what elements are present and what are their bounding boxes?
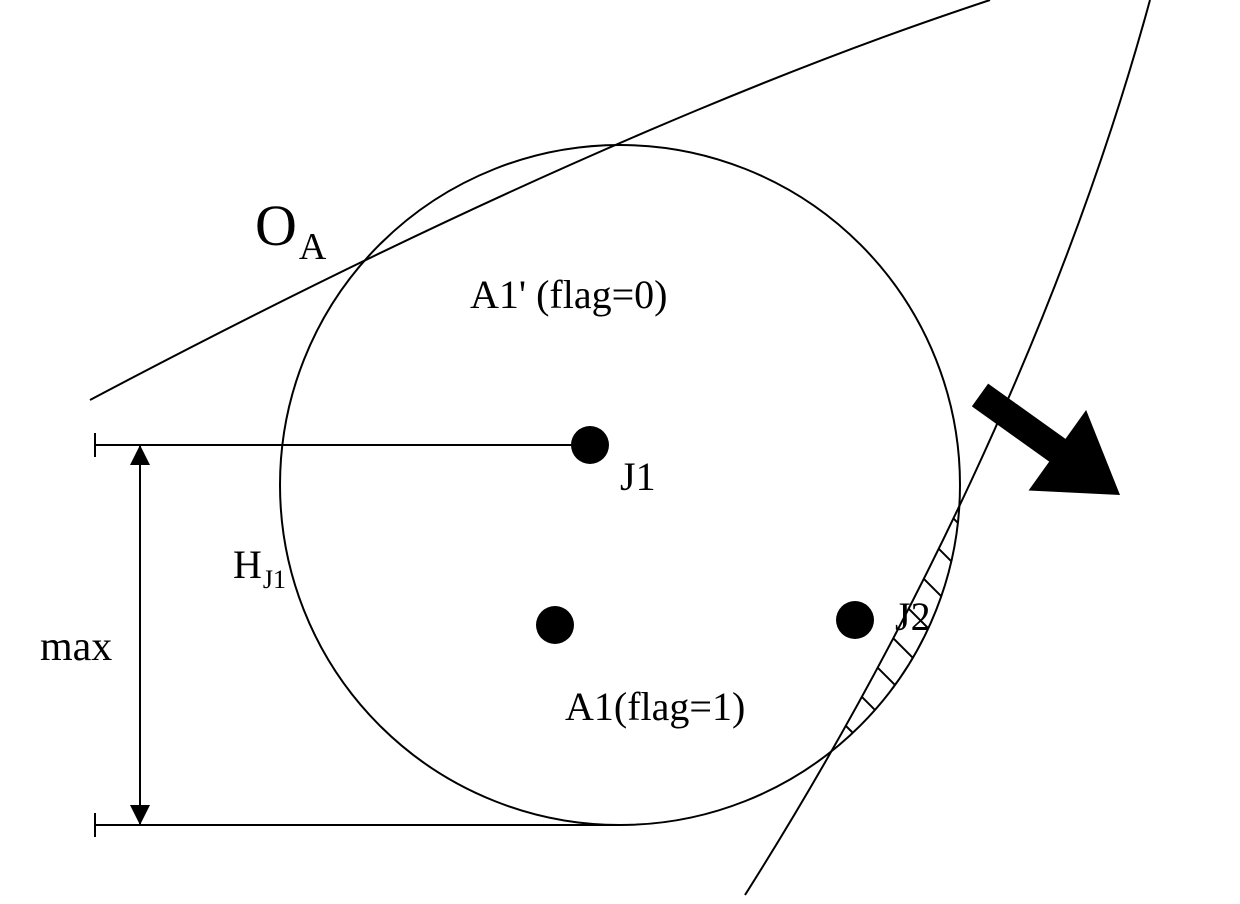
point-center [536, 606, 574, 644]
label-max: max [40, 624, 112, 670]
point-j1 [571, 426, 609, 464]
direction-arrow [980, 395, 1120, 495]
point-j2 [836, 601, 874, 639]
label-j1: J1 [620, 454, 656, 499]
label-j2: J2 [895, 594, 931, 639]
outer-arc [90, 0, 990, 400]
label-oa: OA [255, 193, 327, 268]
label-a1: A1(flag=1) [565, 684, 745, 729]
label-hj1: HJ1 [233, 542, 286, 594]
diagram-svg: OA A1' (flag=0) J1 HJ1 max J2 A1(flag=1) [0, 0, 1240, 904]
label-a1-prime: A1' (flag=0) [470, 272, 667, 317]
